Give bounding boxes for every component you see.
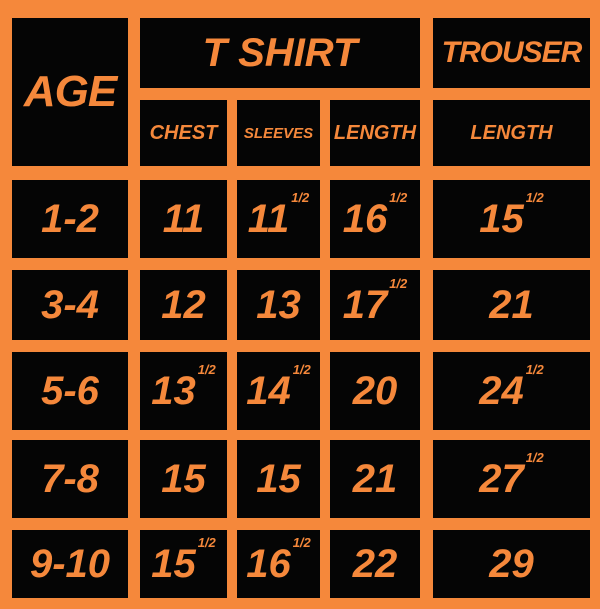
age-label: 5-6: [41, 368, 99, 413]
size-cell: 15: [140, 440, 227, 518]
size-fraction: 1/2: [291, 189, 310, 205]
size-fraction: 1/2: [525, 449, 544, 465]
size-fraction: 1/2: [389, 189, 408, 205]
size-cell: 21: [433, 270, 590, 340]
size-cell: 29: [433, 530, 590, 598]
size-value: 12: [161, 282, 206, 327]
size-fraction: 1/2: [197, 361, 216, 377]
age-cell: 7-8: [12, 440, 128, 518]
size-value: 29: [489, 541, 534, 586]
size-cell: 20: [330, 352, 420, 430]
size-fraction: 1/2: [525, 361, 544, 377]
size-value: 21: [489, 282, 534, 327]
column-header: LENGTH: [333, 121, 417, 144]
column-header: CHEST: [149, 121, 218, 144]
size-value: 16: [246, 541, 291, 586]
size-cell: 15 1/2: [433, 180, 590, 258]
size-cell: 21: [330, 440, 420, 518]
size-fraction: 1/2: [525, 189, 544, 205]
age-label: 9-10: [29, 541, 111, 586]
size-cell: 27 1/2: [433, 440, 590, 518]
age-cell: 3-4: [12, 270, 128, 340]
size-cell: 13: [237, 270, 320, 340]
age-cell: 5-6: [12, 352, 128, 430]
size-value: 24: [479, 368, 524, 413]
size-cell: 17 1/2: [330, 270, 420, 340]
size-value: 15: [479, 196, 524, 241]
size-cell: 11: [140, 180, 227, 258]
size-cell: 12: [140, 270, 227, 340]
size-cell: 13 1/2: [140, 352, 227, 430]
size-value: 14: [246, 368, 291, 413]
trouser-header: TROUSER: [441, 36, 583, 69]
age-header: AGE: [23, 67, 117, 116]
size-fraction: 1/2: [197, 534, 216, 550]
size-fraction: 1/2: [292, 534, 311, 550]
size-cell: 24 1/2: [433, 352, 590, 430]
size-cell: 11 1/2: [237, 180, 320, 258]
size-value: 11: [162, 196, 205, 241]
age-label: 3-4: [41, 282, 99, 327]
age-header-cell: AGE: [12, 18, 128, 166]
size-cell: 15: [237, 440, 320, 518]
size-value: 27: [479, 456, 524, 501]
column-header: LENGTH: [470, 121, 553, 144]
column-header-cell: CHEST: [140, 100, 227, 166]
column-header: SLEEVES: [243, 124, 314, 142]
size-cell: 15 1/2: [140, 530, 227, 598]
column-header-cell: LENGTH: [330, 100, 420, 166]
size-value: 15: [256, 456, 301, 501]
size-value: 20: [352, 368, 398, 413]
size-cell: 16 1/2: [237, 530, 320, 598]
age-cell: 9-10: [12, 530, 128, 598]
tshirt-header-cell: T SHIRT: [140, 18, 420, 88]
tshirt-header: T SHIRT: [202, 30, 358, 75]
age-label: 1-2: [41, 196, 99, 241]
age-label: 7-8: [41, 456, 99, 501]
size-fraction: 1/2: [389, 275, 408, 291]
trouser-header-cell: TROUSER: [433, 18, 590, 88]
size-value: 15: [161, 456, 206, 501]
size-value: 17: [342, 282, 388, 327]
size-cell: 22: [330, 530, 420, 598]
size-fraction: 1/2: [292, 361, 311, 377]
size-value: 22: [352, 541, 398, 586]
size-value: 13: [151, 368, 196, 413]
size-value: 15: [151, 541, 196, 586]
column-header-cell: LENGTH: [433, 100, 590, 166]
size-cell: 16 1/2: [330, 180, 420, 258]
size-value: 11: [247, 196, 290, 241]
column-header-cell: SLEEVES: [237, 100, 320, 166]
age-cell: 1-2: [12, 180, 128, 258]
size-value: 16: [342, 196, 388, 241]
size-value: 21: [352, 456, 398, 501]
size-value: 13: [256, 282, 301, 327]
size-cell: 14 1/2: [237, 352, 320, 430]
